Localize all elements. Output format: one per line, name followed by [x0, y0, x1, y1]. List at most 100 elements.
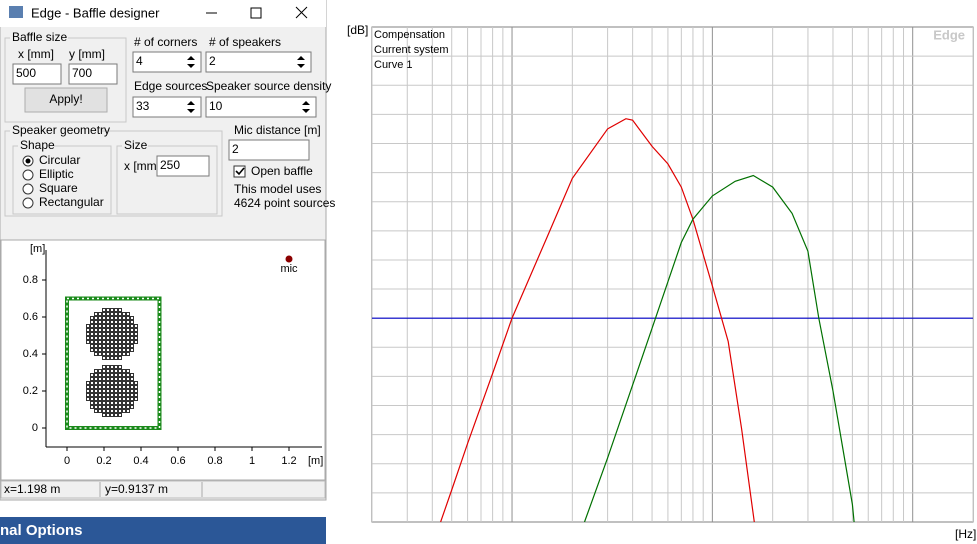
speaker-source	[114, 401, 118, 405]
speaker-source	[102, 316, 106, 320]
text-input[interactable]	[68, 63, 118, 85]
speaker-source	[118, 344, 122, 348]
series-line	[583, 174, 855, 522]
speaker-source	[130, 324, 134, 328]
spin-input[interactable]	[205, 96, 317, 118]
speaker-source	[98, 320, 102, 324]
speaker-source	[114, 316, 118, 320]
speaker-source	[98, 381, 102, 385]
close-button[interactable]	[295, 6, 308, 19]
x-tick-label: 0.8	[207, 455, 222, 467]
taskbar	[0, 517, 326, 544]
speaker-source	[122, 352, 126, 356]
speaker-source	[122, 312, 126, 316]
radio-button[interactable]	[22, 183, 34, 195]
speaker-source	[134, 340, 138, 344]
speaker-source	[122, 373, 126, 377]
top-tick-label: 4	[495, 7, 502, 21]
field-label: y [mm]	[69, 47, 105, 61]
speaker-source	[110, 373, 114, 377]
speaker-source	[122, 320, 126, 324]
speaker-source	[118, 316, 122, 320]
checkbox[interactable]	[233, 165, 246, 178]
text-input[interactable]	[156, 155, 210, 177]
group-label-bg	[18, 140, 54, 152]
speaker-source	[106, 397, 110, 401]
top-tick-label: 1	[616, 7, 623, 21]
x-tick-label: 200	[562, 526, 582, 540]
speaker-source	[110, 312, 114, 316]
speaker-source	[102, 332, 106, 336]
unit-label: [m]	[308, 455, 323, 467]
speaker-source	[114, 312, 118, 316]
speaker-source	[102, 320, 106, 324]
group-box	[116, 145, 218, 215]
speaker-source	[94, 328, 98, 332]
speaker-source	[110, 389, 114, 393]
speaker-source	[118, 397, 122, 401]
speaker-source	[110, 320, 114, 324]
spin-input[interactable]	[132, 51, 202, 73]
speaker-source	[110, 369, 114, 373]
speaker-source	[98, 397, 102, 401]
speaker-source	[98, 336, 102, 340]
speaker-source	[134, 336, 138, 340]
speaker-source	[130, 393, 134, 397]
status-text: x=1.198 m	[4, 482, 60, 496]
speaker-source	[106, 324, 110, 328]
top-tick-label: 0.3	[716, 7, 733, 21]
speaker-source	[94, 409, 98, 413]
group-label-bg	[10, 125, 102, 137]
y-tick-label: -3	[353, 398, 364, 412]
input-value: 10	[209, 99, 223, 113]
speaker-source	[134, 324, 138, 328]
speaker-source	[94, 397, 98, 401]
group-label: Speaker geometry	[12, 123, 110, 137]
speaker-source	[90, 405, 94, 409]
speaker-source	[86, 385, 90, 389]
spin-input[interactable]	[132, 96, 202, 118]
speaker-source	[118, 308, 122, 312]
speaker-source	[106, 389, 110, 393]
speaker-source	[126, 316, 130, 320]
status-text: y=0.9137 m	[105, 482, 168, 496]
speaker-source	[106, 356, 110, 360]
speaker-source	[98, 385, 102, 389]
x-tick-label: 3000	[795, 526, 822, 540]
speaker-source	[130, 385, 134, 389]
speaker-source	[118, 377, 122, 381]
speaker-source	[122, 344, 126, 348]
speaker-source	[86, 397, 90, 401]
speaker-source	[86, 381, 90, 385]
speaker-source	[90, 381, 94, 385]
maximize-button[interactable]	[250, 7, 262, 19]
x-tick-label: 10000	[896, 526, 930, 540]
speaker-source	[102, 389, 106, 393]
speaker-source	[110, 356, 114, 360]
apply-button[interactable]	[24, 87, 108, 113]
speaker-source	[134, 385, 138, 389]
radio-button[interactable]	[22, 197, 34, 209]
speaker-source	[106, 344, 110, 348]
speaker-source	[114, 332, 118, 336]
speaker-source	[114, 356, 118, 360]
speaker-source	[118, 409, 122, 413]
x-axis-label: [Hz]	[955, 527, 976, 541]
speaker-source	[126, 389, 130, 393]
spin-input[interactable]	[205, 51, 312, 73]
legend-entry: Current system	[374, 44, 449, 56]
speaker-source	[110, 401, 114, 405]
text-input[interactable]	[228, 139, 310, 161]
field-label: Edge sources	[134, 79, 207, 93]
speaker-source	[118, 348, 122, 352]
speaker-source	[90, 348, 94, 352]
speaker-source	[134, 332, 138, 336]
speaker-source	[102, 324, 106, 328]
speaker-source	[102, 385, 106, 389]
radio-button[interactable]	[22, 169, 34, 181]
text-input[interactable]	[12, 63, 62, 85]
speaker-source	[114, 336, 118, 340]
speaker-source	[114, 320, 118, 324]
speaker-source	[122, 336, 126, 340]
speaker-source	[94, 393, 98, 397]
